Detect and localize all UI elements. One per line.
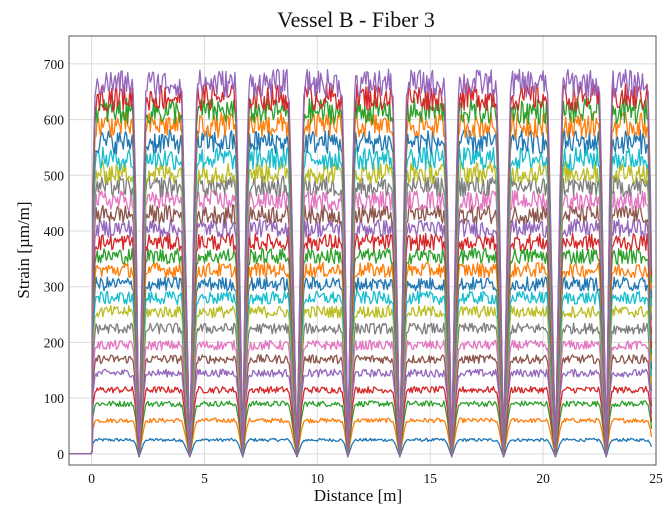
series-line — [69, 68, 653, 458]
series-line — [69, 146, 653, 458]
x-tick-label: 15 — [423, 471, 437, 486]
series-line — [69, 97, 653, 458]
series-line — [69, 290, 653, 458]
y-tick-label: 100 — [44, 391, 65, 406]
x-tick-label: 25 — [649, 471, 663, 486]
y-tick-label: 400 — [44, 224, 65, 239]
series-line — [69, 437, 653, 458]
chart-title: Vessel B - Fiber 3 — [277, 7, 435, 32]
series-line — [69, 385, 653, 458]
x-axis-label: Distance [m] — [314, 486, 402, 505]
plot-frame — [68, 35, 657, 466]
series-line — [69, 189, 653, 458]
x-tick-labels: 0 5 10 15 20 25 — [88, 471, 663, 486]
y-tick-labels: 0 100 200 300 400 500 600 700 — [44, 57, 65, 462]
series-layer — [69, 68, 653, 458]
series-line — [69, 161, 653, 458]
x-tick-label: 0 — [88, 471, 95, 486]
y-tick-label: 0 — [57, 447, 64, 462]
series-line — [69, 354, 653, 458]
series-line — [69, 417, 653, 458]
series-line — [69, 339, 653, 458]
series-line — [69, 322, 653, 458]
series-line — [69, 218, 653, 458]
y-tick-label: 600 — [44, 113, 65, 128]
series-line — [69, 368, 653, 458]
series-line — [69, 204, 653, 458]
series-line — [69, 129, 653, 458]
y-axis-label: Strain [µm/m] — [14, 201, 33, 298]
y-tick-label: 300 — [44, 280, 65, 295]
grid-lines — [69, 36, 657, 465]
series-line — [69, 247, 653, 458]
x-tick-label: 5 — [201, 471, 208, 486]
series-line — [69, 400, 653, 458]
y-tick-label: 200 — [44, 335, 65, 350]
x-tick-label: 20 — [536, 471, 550, 486]
x-tick-label: 10 — [311, 471, 325, 486]
series-line — [69, 305, 653, 458]
series-line — [69, 175, 653, 458]
series-line — [69, 276, 653, 458]
y-tick-label: 500 — [44, 168, 65, 183]
y-tick-label: 700 — [44, 57, 65, 72]
series-line — [69, 261, 653, 458]
